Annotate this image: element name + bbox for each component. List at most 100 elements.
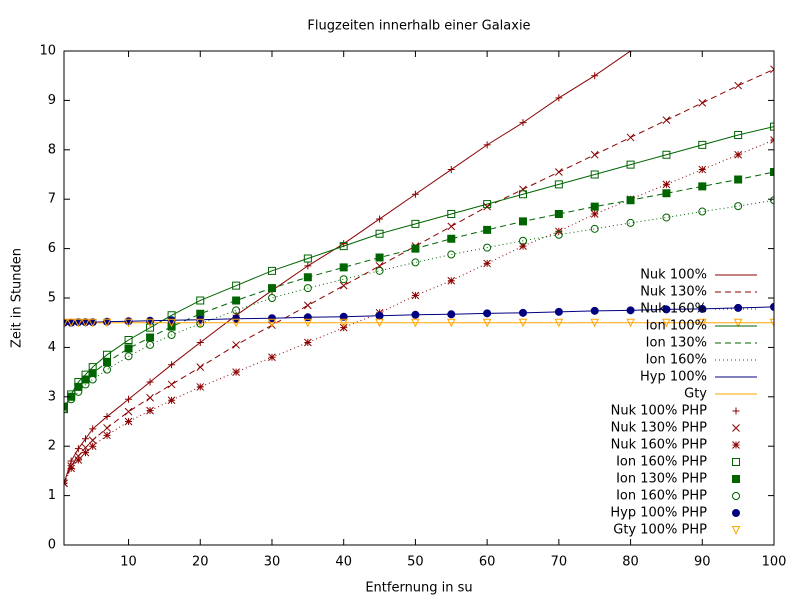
data-point <box>626 160 635 169</box>
legend-label: Nuk 160% <box>640 302 707 317</box>
y-tick-label: 6 <box>48 241 56 256</box>
legend-label: Hyp 100% PHP <box>610 506 707 521</box>
data-point <box>734 202 743 211</box>
data-point <box>67 457 75 465</box>
data-point <box>554 230 563 239</box>
data-point <box>74 318 83 328</box>
data-point <box>769 196 774 205</box>
data-point <box>590 306 599 315</box>
data-point <box>88 436 97 445</box>
data-point <box>267 284 276 293</box>
data-point <box>303 254 312 263</box>
data-point <box>483 243 492 252</box>
data-point <box>411 258 420 267</box>
y-tick-label: 8 <box>48 142 56 157</box>
chart-title: Flugzeiten innerhalb einer Galaxie <box>307 19 530 34</box>
legend-label: Gty 100% PHP <box>613 523 707 538</box>
data-point <box>769 318 774 328</box>
data-point <box>626 218 635 227</box>
data-point <box>303 284 312 293</box>
data-point <box>662 180 671 189</box>
data-point <box>483 200 492 209</box>
data-point <box>447 276 456 285</box>
data-point <box>339 323 348 332</box>
data-point <box>518 190 527 199</box>
y-tick-label: 1 <box>48 488 56 503</box>
legend-swatch <box>732 475 740 483</box>
data-point <box>518 217 527 226</box>
data-point <box>124 407 133 416</box>
legend-label: Ion 160% PHP <box>616 489 707 504</box>
data-point <box>102 318 112 328</box>
data-point <box>196 309 205 318</box>
data-point <box>698 304 707 313</box>
data-point <box>375 253 384 262</box>
x-tick-label: 80 <box>622 555 639 570</box>
x-tick-label: 70 <box>551 555 568 570</box>
plot-area <box>64 51 774 488</box>
data-point <box>167 331 176 340</box>
y-axis-label: Zeit in Stunden <box>10 248 25 348</box>
data-point <box>590 202 599 211</box>
data-point <box>447 166 455 174</box>
y-tick-label: 5 <box>48 291 56 306</box>
data-point <box>554 318 564 328</box>
x-axis-label: Entfernung in su <box>365 581 472 596</box>
data-point <box>483 202 491 211</box>
data-point <box>267 318 277 328</box>
data-point <box>103 365 112 374</box>
data-point <box>662 116 671 125</box>
data-point <box>167 380 176 389</box>
data-point <box>145 318 155 328</box>
x-tick-label: 100 <box>762 555 787 570</box>
data-point <box>770 122 774 131</box>
data-point <box>267 294 276 302</box>
data-point <box>196 296 205 305</box>
y-tick-label: 2 <box>48 439 56 454</box>
data-point <box>88 369 97 378</box>
data-point <box>340 240 348 248</box>
data-point <box>411 291 420 300</box>
data-point <box>519 185 527 194</box>
data-point <box>447 310 456 319</box>
data-point <box>89 425 97 433</box>
data-point <box>734 175 743 184</box>
data-point <box>339 242 348 251</box>
data-point <box>232 368 240 376</box>
data-point <box>74 456 83 464</box>
data-point <box>411 190 419 198</box>
data-point <box>447 250 456 259</box>
data-point <box>146 378 154 386</box>
data-point <box>67 464 76 473</box>
x-tick-label: 30 <box>264 555 281 570</box>
y-tick-label: 9 <box>48 93 56 108</box>
y-tick-label: 7 <box>48 192 56 207</box>
data-point <box>662 305 671 314</box>
data-point <box>554 210 563 219</box>
data-point <box>146 406 154 415</box>
data-point <box>375 266 384 275</box>
data-point <box>698 140 707 149</box>
data-point <box>64 318 69 328</box>
data-point <box>303 273 312 282</box>
data-point <box>375 318 384 328</box>
data-point <box>411 318 420 328</box>
data-point <box>303 301 312 310</box>
series-line <box>64 199 774 410</box>
data-point <box>196 363 205 372</box>
data-point <box>195 318 205 328</box>
data-point <box>267 266 276 275</box>
data-point <box>770 65 774 74</box>
data-point <box>518 308 527 317</box>
data-point <box>519 242 527 250</box>
x-tick-label: 90 <box>694 555 711 570</box>
data-point <box>483 225 492 234</box>
data-point <box>303 338 312 347</box>
data-point <box>168 361 176 369</box>
data-point <box>303 313 312 322</box>
data-point <box>446 318 456 328</box>
data-point <box>590 170 599 179</box>
data-point <box>734 81 742 90</box>
